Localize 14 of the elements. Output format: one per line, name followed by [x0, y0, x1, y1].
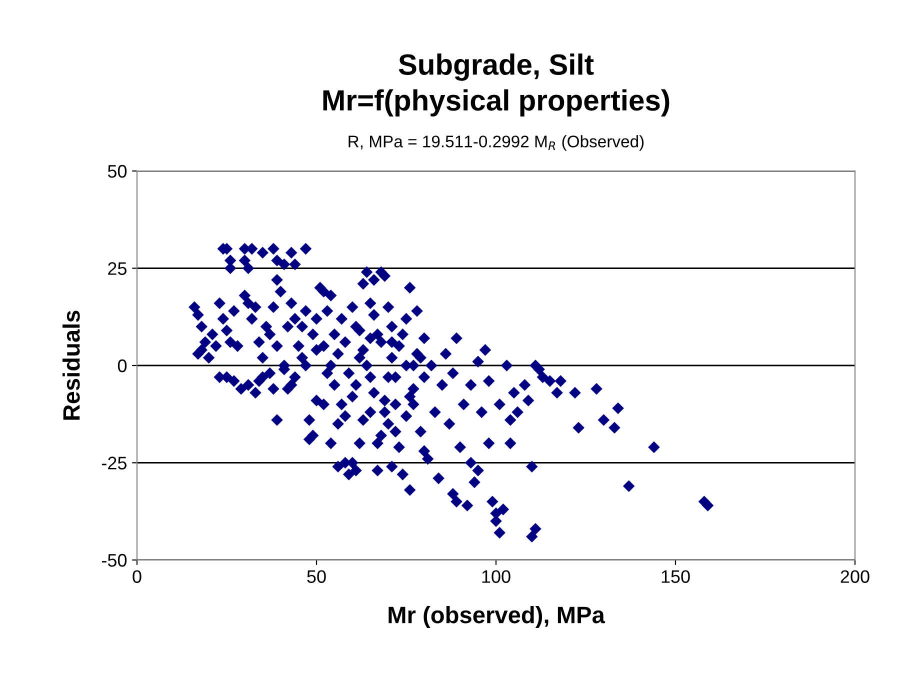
chart-title: Subgrade, Silt Mr=f(physical properties) — [323, 54, 670, 116]
y-tick-label: -25 — [102, 456, 127, 470]
x-axis-title: Mr (observed), MPa — [388, 606, 606, 628]
x-tick-label: 100 — [482, 570, 510, 583]
y-tick-label: 25 — [108, 262, 127, 275]
y-tick-label: 50 — [108, 164, 127, 178]
y-tick-label: -50 — [102, 554, 127, 567]
x-tick-label: 150 — [662, 570, 690, 583]
x-tick-label: 200 — [840, 570, 870, 583]
x-tick-label: 50 — [307, 570, 326, 583]
y-axis-title: Residuals — [62, 310, 80, 420]
y-tick-label: 0 — [118, 359, 127, 372]
x-tick-label: 0 — [132, 570, 142, 583]
chart-subtitle: R, MPa = 19.511-0.2992 M$_{R}$ (Observed) — [348, 135, 644, 151]
